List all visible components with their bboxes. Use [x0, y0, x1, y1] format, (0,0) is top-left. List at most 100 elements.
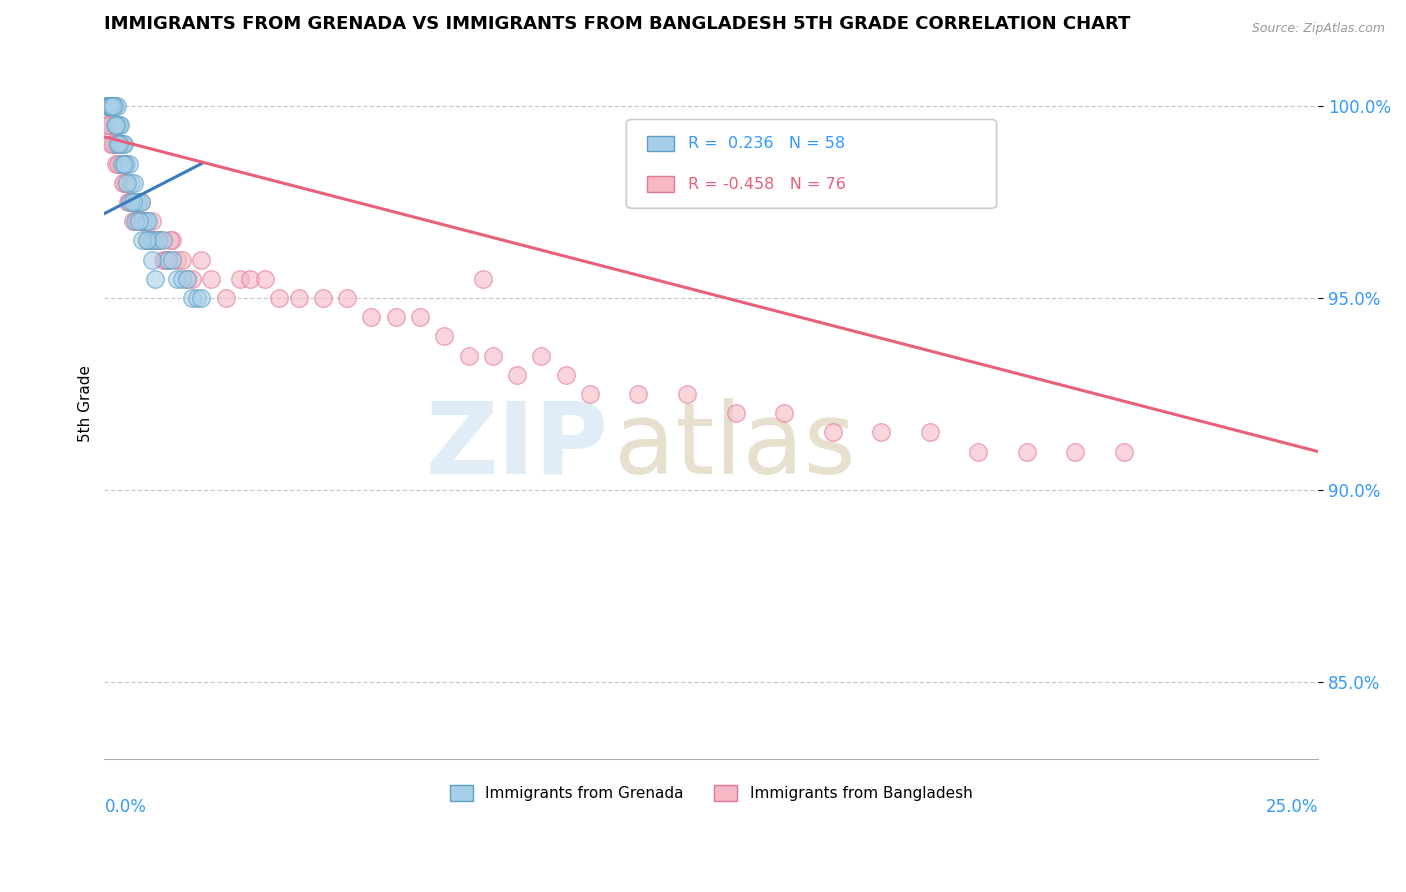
- Legend: Immigrants from Grenada, Immigrants from Bangladesh: Immigrants from Grenada, Immigrants from…: [450, 785, 973, 801]
- Point: [129, 194, 152, 209]
- Point: [554, 368, 576, 382]
- Point: [98, 99, 121, 113]
- Point: [100, 99, 122, 113]
- Point: [1015, 444, 1038, 458]
- Point: [360, 310, 382, 325]
- Point: [107, 156, 129, 170]
- Point: [131, 234, 153, 248]
- Text: 0.0%: 0.0%: [104, 797, 146, 816]
- Y-axis label: 5th Grade: 5th Grade: [79, 365, 93, 442]
- Point: [107, 118, 129, 132]
- Text: Source: ZipAtlas.com: Source: ZipAtlas.com: [1251, 22, 1385, 36]
- Point: [97, 99, 120, 113]
- Point: [98, 118, 121, 132]
- Point: [96, 99, 118, 113]
- Text: IMMIGRANTS FROM GRENADA VS IMMIGRANTS FROM BANGLADESH 5TH GRADE CORRELATION CHAR: IMMIGRANTS FROM GRENADA VS IMMIGRANTS FR…: [104, 15, 1130, 33]
- Point: [136, 234, 159, 248]
- Point: [506, 368, 529, 382]
- Point: [115, 156, 138, 170]
- Point: [1112, 444, 1135, 458]
- Point: [110, 137, 132, 152]
- Point: [482, 349, 505, 363]
- Point: [152, 252, 174, 267]
- Point: [122, 194, 145, 209]
- Point: [159, 234, 181, 248]
- Point: [146, 234, 169, 248]
- Point: [146, 234, 169, 248]
- Point: [103, 99, 125, 113]
- Point: [269, 291, 291, 305]
- Point: [141, 252, 163, 267]
- Point: [145, 234, 167, 248]
- Point: [253, 272, 276, 286]
- Point: [104, 156, 127, 170]
- Point: [773, 406, 796, 420]
- Point: [98, 99, 121, 113]
- Point: [101, 137, 124, 152]
- Point: [287, 291, 309, 305]
- Point: [108, 156, 131, 170]
- Point: [97, 118, 120, 132]
- Point: [115, 176, 138, 190]
- Point: [128, 214, 150, 228]
- Point: [111, 137, 134, 152]
- Point: [627, 387, 650, 401]
- Point: [115, 176, 138, 190]
- Point: [108, 137, 131, 152]
- Point: [156, 252, 179, 267]
- FancyBboxPatch shape: [647, 136, 673, 152]
- Point: [166, 272, 188, 286]
- Point: [162, 252, 184, 267]
- Point: [967, 444, 990, 458]
- Point: [724, 406, 747, 420]
- Point: [141, 214, 163, 228]
- Point: [110, 118, 132, 132]
- Point: [118, 156, 141, 170]
- Point: [112, 156, 135, 170]
- Text: R =  0.236   N = 58: R = 0.236 N = 58: [689, 136, 845, 151]
- FancyBboxPatch shape: [626, 120, 997, 208]
- Point: [472, 272, 495, 286]
- Point: [336, 291, 359, 305]
- Point: [118, 194, 141, 209]
- Point: [124, 214, 146, 228]
- Point: [312, 291, 335, 305]
- Point: [152, 234, 174, 248]
- Point: [135, 214, 157, 228]
- Point: [139, 234, 162, 248]
- Text: ZIP: ZIP: [425, 398, 609, 495]
- Point: [104, 99, 127, 113]
- Point: [98, 99, 121, 113]
- Point: [918, 425, 941, 440]
- Point: [114, 156, 136, 170]
- Point: [170, 272, 193, 286]
- Point: [107, 137, 129, 152]
- Text: 25.0%: 25.0%: [1265, 797, 1319, 816]
- Point: [110, 156, 132, 170]
- Point: [166, 252, 188, 267]
- Point: [384, 310, 406, 325]
- Point: [176, 272, 198, 286]
- Point: [215, 291, 238, 305]
- Point: [176, 272, 198, 286]
- Point: [139, 234, 162, 248]
- Point: [149, 234, 172, 248]
- Point: [821, 425, 844, 440]
- Point: [170, 252, 193, 267]
- Point: [190, 252, 212, 267]
- Point: [111, 156, 134, 170]
- Point: [97, 99, 120, 113]
- FancyBboxPatch shape: [647, 177, 673, 192]
- Point: [1064, 444, 1087, 458]
- Point: [145, 272, 167, 286]
- Point: [120, 176, 142, 190]
- Point: [180, 272, 202, 286]
- Point: [870, 425, 893, 440]
- Point: [103, 118, 125, 132]
- Point: [105, 99, 128, 113]
- Point: [96, 118, 118, 132]
- Point: [156, 252, 179, 267]
- Point: [108, 118, 131, 132]
- Point: [530, 349, 553, 363]
- Point: [100, 99, 122, 113]
